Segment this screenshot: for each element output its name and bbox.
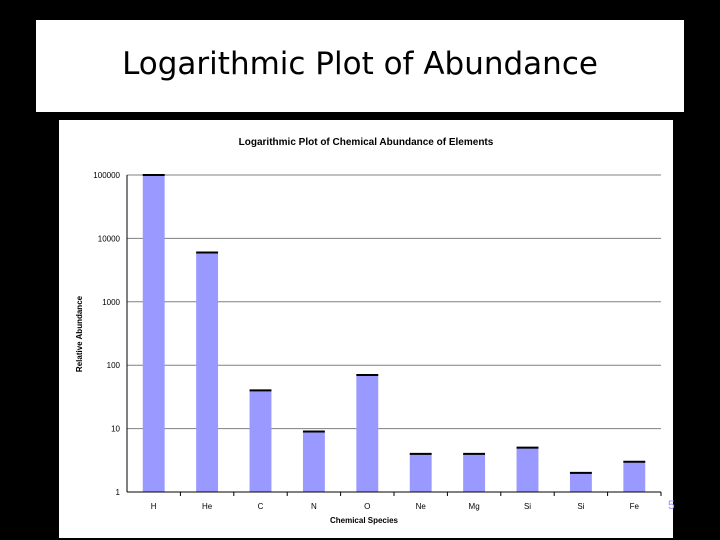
x-tick-label: Ne xyxy=(416,502,427,511)
bar xyxy=(142,175,165,492)
bar xyxy=(249,390,272,492)
y-tick-labels: 1 10 100 1000 10000 100000 xyxy=(93,171,120,497)
bar xyxy=(623,461,646,492)
chart-title: Logarithmic Plot of Chemical Abundance o… xyxy=(239,137,494,148)
bars xyxy=(142,174,646,492)
slide-title: Logarithmic Plot of Abundance xyxy=(122,46,598,82)
x-tick-label: N xyxy=(311,502,317,511)
bar xyxy=(569,472,592,492)
x-tick-label: Si xyxy=(577,502,584,511)
x-tick-labels: H He C N O Ne Mg Si Si Fe xyxy=(151,492,662,511)
y-tick-label: 1 xyxy=(116,488,121,497)
y-tick-label: 10 xyxy=(111,425,120,434)
y-tick-label: 100 xyxy=(107,361,121,370)
bar xyxy=(302,431,325,492)
bar xyxy=(196,252,219,492)
y-tick-label: 100000 xyxy=(93,171,120,180)
y-tick-label: 1000 xyxy=(102,298,120,307)
y-axis-label: Relative Abundance xyxy=(75,295,84,372)
bar xyxy=(463,453,486,492)
slide-title-box: Logarithmic Plot of Abundance xyxy=(36,20,684,112)
x-axis-label: Chemical Species xyxy=(330,516,399,525)
chart-panel: Logarithmic Plot of Chemical Abundance o… xyxy=(59,120,673,538)
bar xyxy=(356,375,379,492)
bar xyxy=(409,453,432,492)
chart-svg: Logarithmic Plot of Chemical Abundance o… xyxy=(75,137,662,525)
slide-number: 5 xyxy=(668,498,675,512)
bar xyxy=(516,447,539,492)
y-tick-label: 10000 xyxy=(98,234,121,243)
x-tick-label: C xyxy=(258,502,264,511)
x-tick-label: Mg xyxy=(469,502,480,511)
x-tick-label: O xyxy=(364,502,370,511)
x-tick-label: Si xyxy=(524,502,531,511)
x-tick-label: He xyxy=(202,502,213,511)
x-tick-label: H xyxy=(151,502,157,511)
x-tick-label: Fe xyxy=(630,502,640,511)
